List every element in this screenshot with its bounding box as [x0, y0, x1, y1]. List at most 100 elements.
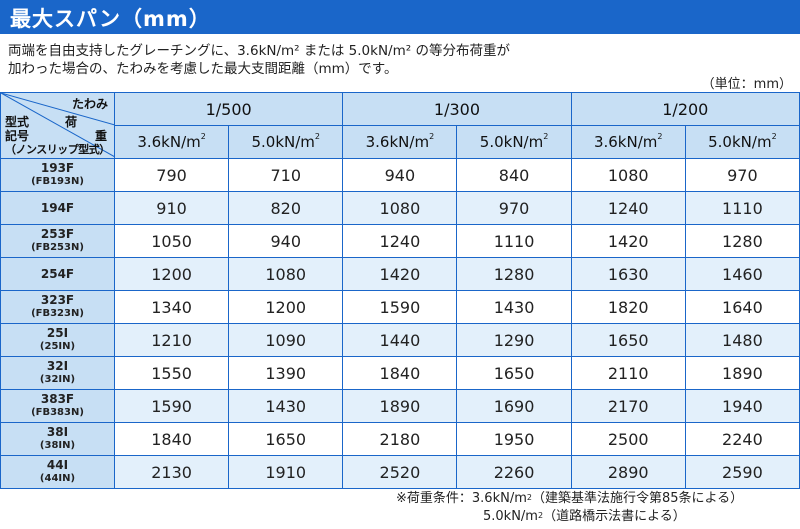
- span-value-cell: 1110: [684, 191, 800, 225]
- span-value-cell: 2520: [342, 455, 458, 489]
- span-value-cell: 1240: [342, 224, 458, 258]
- model-cell: 323F (FB323N): [0, 290, 115, 324]
- span-value-cell: 1840: [342, 356, 458, 390]
- deflection-header: 1/500: [113, 92, 344, 126]
- span-value-cell: 1630: [570, 257, 686, 291]
- span-value-cell: 1210: [113, 323, 230, 357]
- nonslip-model-code: (FB383N): [31, 407, 84, 418]
- nonslip-model-code: (FB253N): [31, 242, 84, 253]
- load-header: 3.6kN/m2: [570, 125, 686, 159]
- model-cell: 194F: [0, 191, 115, 225]
- table-row: 25I (25IN) 1210 1090 1440 1290 1650 1480: [0, 323, 800, 357]
- corner-model-label-2: 記号: [5, 129, 30, 143]
- span-value-cell: 1460: [684, 257, 800, 291]
- span-value-cell: 1090: [228, 323, 344, 357]
- table-corner-header: たわみ 荷 重 型式 記号 （ノンスリップ型式）: [0, 92, 115, 159]
- span-value-cell: 2110: [570, 356, 686, 390]
- corner-deflection-label: たわみ: [71, 97, 108, 111]
- span-value-cell: 1420: [342, 257, 458, 291]
- span-value-cell: 940: [228, 224, 344, 258]
- description-line-2: 加わった場合の、たわみを考慮した最大支間距離（mm）です。: [8, 61, 398, 77]
- load-header: 3.6kN/m2: [113, 125, 230, 159]
- span-value-cell: 970: [684, 158, 800, 192]
- span-value-cell: 1650: [228, 422, 344, 456]
- load-header: 5.0kN/m2: [228, 125, 344, 159]
- model-cell: 25I (25IN): [0, 323, 115, 357]
- span-value-cell: 1690: [456, 389, 572, 423]
- span-value-cell: 820: [228, 191, 344, 225]
- span-value-cell: 2890: [570, 455, 686, 489]
- nonslip-model-code: (FB193N): [31, 176, 84, 187]
- note-line-1: ※荷重条件：3.6kN/m2（建築基準法施行令第85条による）: [396, 491, 744, 506]
- span-value-cell: 840: [456, 158, 572, 192]
- load-header: 5.0kN/m2: [456, 125, 572, 159]
- span-value-cell: 1890: [342, 389, 458, 423]
- span-value-cell: 1110: [456, 224, 572, 258]
- span-value-cell: 1890: [684, 356, 800, 390]
- model-cell: 44I (44IN): [0, 455, 115, 489]
- table-row: 32I (32IN) 1550 1390 1840 1650 2110 1890: [0, 356, 800, 390]
- span-value-cell: 1430: [228, 389, 344, 423]
- model-cell: 193F (FB193N): [0, 158, 115, 192]
- model-code: 253F: [40, 227, 75, 241]
- span-value-cell: 790: [113, 158, 230, 192]
- model-code: 38I: [46, 425, 69, 439]
- table-body: 193F (FB193N) 790 710 940 840 1080 970 194F 910 82…: [0, 158, 800, 489]
- model-cell: 32I (32IN): [0, 356, 115, 390]
- span-value-cell: 710: [228, 158, 344, 192]
- nonslip-model-code: (38IN): [39, 440, 76, 451]
- nonslip-model-code: (44IN): [39, 473, 76, 484]
- span-value-cell: 1080: [228, 257, 344, 291]
- span-value-cell: 2260: [456, 455, 572, 489]
- span-value-cell: 940: [342, 158, 458, 192]
- span-value-cell: 1200: [228, 290, 344, 324]
- span-value-cell: 1590: [342, 290, 458, 324]
- deflection-header: 1/300: [342, 92, 572, 126]
- table-row: 193F (FB193N) 790 710 940 840 1080 970: [0, 158, 800, 192]
- span-value-cell: 2130: [113, 455, 230, 489]
- span-value-cell: 1240: [570, 191, 686, 225]
- description: 両端を自由支持したグレーチングに、3.6kN/m² または 5.0kN/m² の…: [8, 42, 510, 78]
- table-row: 253F (FB253N) 1050 940 1240 1110 1420 1280: [0, 224, 800, 258]
- span-value-cell: 1940: [684, 389, 800, 423]
- corner-load-label-1: 荷: [65, 115, 78, 129]
- corner-diagonal-lines: [1, 93, 115, 157]
- table-row: 44I (44IN) 2130 1910 2520 2260 2890 2590: [0, 455, 800, 489]
- model-code: 194F: [40, 200, 75, 215]
- title-bar: 最大スパン（mm）: [0, 0, 800, 34]
- nonslip-model-code: (FB323N): [31, 308, 84, 319]
- span-value-cell: 1480: [684, 323, 800, 357]
- table-row: 383F (FB383N) 1590 1430 1890 1690 2170 1940: [0, 389, 800, 423]
- span-value-cell: 1050: [113, 224, 230, 258]
- span-value-cell: 1820: [570, 290, 686, 324]
- span-value-cell: 1290: [456, 323, 572, 357]
- span-value-cell: 2590: [684, 455, 800, 489]
- span-value-cell: 1080: [342, 191, 458, 225]
- corner-nonslip-label: （ノンスリップ型式）: [5, 143, 110, 156]
- nonslip-model-code: (25IN): [39, 341, 76, 352]
- span-value-cell: 1590: [113, 389, 230, 423]
- model-cell: 253F (FB253N): [0, 224, 115, 258]
- model-cell: 383F (FB383N): [0, 389, 115, 423]
- deflection-header: 1/200: [570, 92, 800, 126]
- model-code: 383F: [40, 392, 75, 406]
- span-value-cell: 1550: [113, 356, 230, 390]
- span-value-cell: 1280: [456, 257, 572, 291]
- model-code: 25I: [46, 326, 69, 340]
- span-value-cell: 2500: [570, 422, 686, 456]
- nonslip-model-code: (32IN): [39, 374, 76, 385]
- model-code: 193F: [40, 161, 75, 175]
- span-value-cell: 2180: [342, 422, 458, 456]
- span-value-cell: 1650: [456, 356, 572, 390]
- load-header: 3.6kN/m2: [342, 125, 458, 159]
- span-value-cell: 1390: [228, 356, 344, 390]
- corner-load-label-2: 重: [95, 129, 108, 143]
- model-cell: 38I (38IN): [0, 422, 115, 456]
- span-value-cell: 910: [113, 191, 230, 225]
- span-value-cell: 1430: [456, 290, 572, 324]
- span-value-cell: 1910: [228, 455, 344, 489]
- table-row: 38I (38IN) 1840 1650 2180 1950 2500 2240: [0, 422, 800, 456]
- span-value-cell: 970: [456, 191, 572, 225]
- model-cell: 254F: [0, 257, 115, 291]
- span-value-cell: 1650: [570, 323, 686, 357]
